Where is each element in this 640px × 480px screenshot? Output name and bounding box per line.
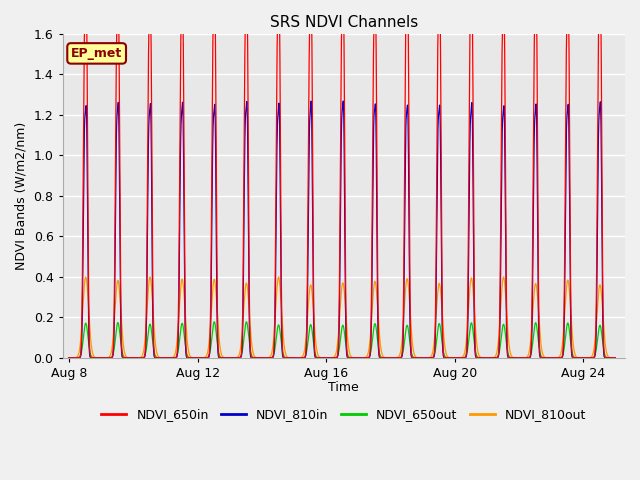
Y-axis label: NDVI Bands (W/m2/nm): NDVI Bands (W/m2/nm)	[15, 122, 28, 270]
X-axis label: Time: Time	[328, 381, 359, 394]
Legend: NDVI_650in, NDVI_810in, NDVI_650out, NDVI_810out: NDVI_650in, NDVI_810in, NDVI_650out, NDV…	[96, 403, 591, 426]
Text: EP_met: EP_met	[71, 47, 122, 60]
Title: SRS NDVI Channels: SRS NDVI Channels	[269, 15, 418, 30]
